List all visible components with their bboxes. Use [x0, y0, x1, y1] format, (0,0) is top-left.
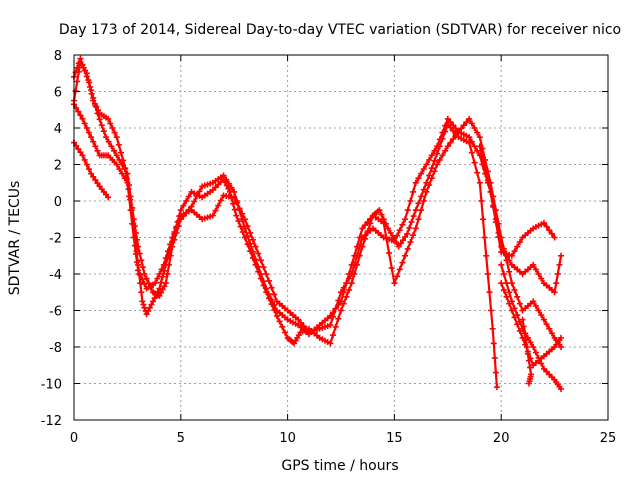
series-line [478, 145, 556, 257]
series-trace-7 [498, 280, 565, 369]
y-tick-label: 2 [54, 159, 62, 174]
data-traces [71, 55, 565, 392]
y-tick-label: 6 [54, 86, 62, 101]
x-axis-label: GPS time / hours [281, 458, 398, 474]
series-line [72, 103, 563, 334]
y-tick-label: -12 [41, 414, 62, 429]
y-tick-label: -2 [49, 232, 62, 247]
chart-title: Day 173 of 2014, Sidereal Day-to-day VTE… [59, 22, 621, 38]
y-tick-label: 4 [54, 122, 62, 137]
x-tick-label: 5 [177, 431, 185, 446]
y-axis-label: SDTVAR / TECUs [7, 181, 23, 296]
grid-lines [74, 55, 608, 420]
x-tick-label: 0 [70, 431, 78, 446]
y-tick-label: 0 [54, 195, 62, 210]
y-tick-label: 8 [54, 49, 62, 64]
y-tick-label: -10 [41, 378, 62, 393]
y-tick-labels: 8 6 4 2 0 -2 -4 -6 -8 -10 -12 [41, 49, 62, 429]
x-tick-labels: 0 5 10 15 20 25 [70, 431, 616, 446]
series-trace-8 [519, 316, 535, 387]
y-tick-label: -8 [49, 341, 62, 356]
x-tick-label: 15 [386, 431, 403, 446]
series-trace-5 [476, 143, 558, 259]
series-trace-3 [71, 139, 112, 201]
x-tick-label: 10 [279, 431, 296, 446]
y-tick-label: -4 [49, 268, 62, 283]
y-tick-label: -6 [49, 305, 62, 320]
x-tick-label: 20 [493, 431, 510, 446]
series-line [72, 57, 563, 349]
x-tick-label: 25 [600, 431, 617, 446]
axis-ticks [73, 54, 609, 421]
